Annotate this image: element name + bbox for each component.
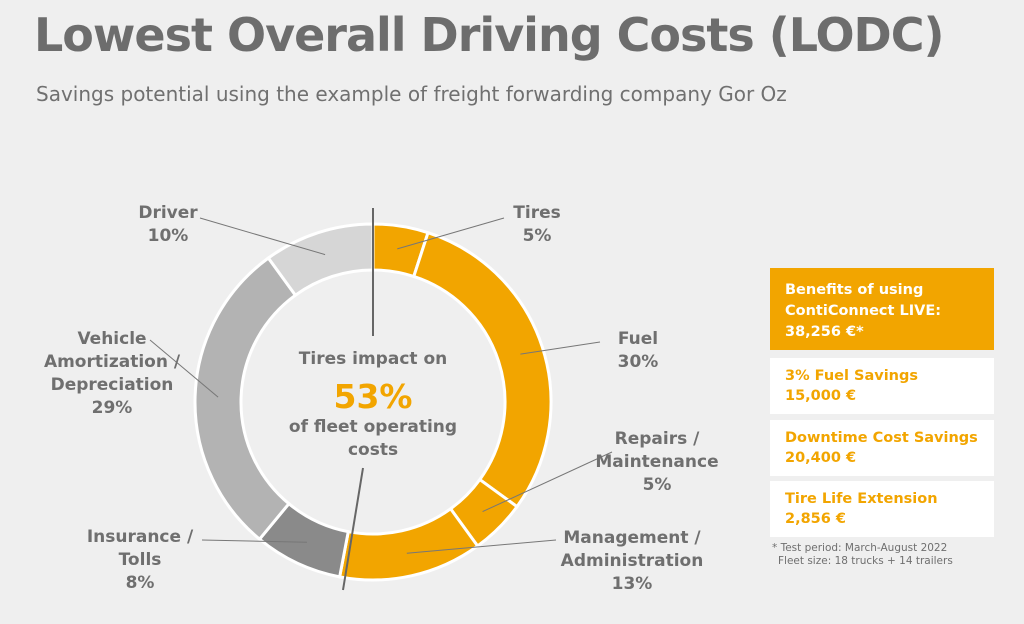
benefit-value: 15,000 € <box>785 388 857 404</box>
label-line: Maintenance <box>595 452 718 472</box>
benefit-tire-life: Tire Life Extension 2,856 € <box>770 481 994 537</box>
leader-repairs-maintenance <box>482 451 613 513</box>
label-line: 5% <box>523 226 552 246</box>
benefit-fuel-savings: 3% Fuel Savings 15,000 € <box>770 358 994 414</box>
benefit-label: Tire Life Extension <box>785 491 938 507</box>
label-line: Management / <box>563 528 701 548</box>
slice-labels: Tires 5% Fuel 30% Repairs / Maintenance 5% Mana… <box>44 203 719 594</box>
leader-management-administration <box>406 539 557 554</box>
center-line-3: costs <box>348 440 398 460</box>
page-title: Lowest Overall Driving Costs (LODC) <box>34 8 945 62</box>
center-label: Tires impact on 53% of fleet operating c… <box>289 349 457 460</box>
label-line: 5% <box>643 475 672 495</box>
label-line: 8% <box>126 573 155 593</box>
benefits-heading-line: Benefits of using <box>785 282 924 298</box>
page-subtitle: Savings potential using the example of f… <box>36 82 787 106</box>
slice-fuel <box>411 230 553 509</box>
label-driver: Driver 10% <box>138 203 198 246</box>
benefits-heading-line: ContiConnect LIVE: <box>785 303 942 319</box>
label-line: Fuel <box>618 329 658 349</box>
benefit-value: 20,400 € <box>785 450 857 466</box>
leader-driver <box>199 217 326 256</box>
label-line: 30% <box>618 352 659 372</box>
benefit-label: 3% Fuel Savings <box>785 368 919 384</box>
label-line: Depreciation <box>51 375 174 395</box>
slice-management-administration <box>337 506 480 582</box>
benefit-value: 2,856 € <box>785 511 847 527</box>
benefit-label: Downtime Cost Savings <box>785 430 978 446</box>
footnote-line: Fleet size: 18 trucks + 14 trailers <box>778 555 953 567</box>
label-line: Insurance / <box>87 527 194 547</box>
label-line: 13% <box>612 574 653 594</box>
footnote: * Test period: March-August 2022 Fleet s… <box>772 542 953 568</box>
leader-vehicle-amortization-depreciation <box>149 339 219 398</box>
label-line: Tolls <box>119 550 162 570</box>
center-line-2: of fleet operating <box>289 417 457 437</box>
label-fuel: Fuel 30% <box>618 329 659 372</box>
label-line: 10% <box>148 226 189 246</box>
label-line: 29% <box>92 398 133 418</box>
label-line: Repairs / <box>615 429 701 449</box>
benefits-total: 38,256 €* <box>785 324 864 340</box>
leader-lines <box>149 217 613 554</box>
footnote-line: * Test period: March-August 2022 <box>772 542 948 554</box>
leader-tires <box>397 217 505 250</box>
donut-slices <box>193 222 553 582</box>
slice-vehicle-amortization-depreciation <box>193 255 298 542</box>
center-value: 53% <box>334 377 413 416</box>
label-management-administration: Management / Administration 13% <box>561 528 704 594</box>
label-line: Driver <box>138 203 198 223</box>
label-repairs-maintenance: Repairs / Maintenance 5% <box>595 429 718 495</box>
label-vehicle-amortization-depreciation: Vehicle Amortization / Depreciation 29% <box>44 329 181 418</box>
label-line: Administration <box>561 551 704 571</box>
label-line: Amortization / <box>44 352 181 372</box>
leader-insurance-tolls <box>201 539 308 543</box>
label-insurance-tolls: Insurance / Tolls 8% <box>87 527 194 593</box>
label-line: Tires <box>513 203 560 223</box>
benefits-heading: Benefits of using ContiConnect LIVE: 38,… <box>770 268 994 350</box>
center-line-1: Tires impact on <box>299 349 447 369</box>
divider-line-bottom <box>342 467 364 591</box>
leader-fuel <box>520 341 601 355</box>
label-tires: Tires 5% <box>513 203 560 246</box>
benefit-downtime-savings: Downtime Cost Savings 20,400 € <box>770 420 994 476</box>
label-line: Vehicle <box>77 329 146 349</box>
